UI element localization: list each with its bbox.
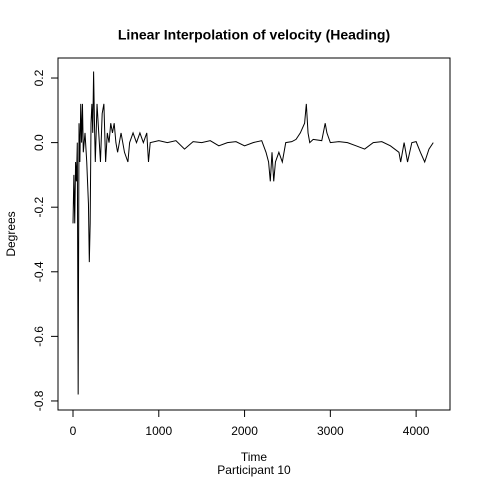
y-tick-label: -0.4 bbox=[32, 261, 46, 282]
x-tick-label: 3000 bbox=[317, 424, 344, 438]
y-tick-label: -0.8 bbox=[32, 390, 46, 411]
x-tick-label: 1000 bbox=[145, 424, 172, 438]
plot-frame bbox=[57, 57, 451, 411]
y-tick-label: -0.6 bbox=[32, 326, 46, 347]
x-tick-label: 0 bbox=[70, 424, 77, 438]
y-axis-label: Degrees bbox=[4, 211, 18, 256]
chart-title: Linear Interpolation of velocity (Headin… bbox=[118, 27, 390, 43]
subtitle: Participant 10 bbox=[217, 463, 291, 477]
x-tick-label: 2000 bbox=[231, 424, 258, 438]
y-tick-label: 0.2 bbox=[32, 69, 46, 86]
y-tick-label: -0.2 bbox=[32, 197, 46, 218]
x-tick-label: 4000 bbox=[403, 424, 430, 438]
y-tick-label: 0.0 bbox=[32, 134, 46, 151]
data-line bbox=[72, 71, 434, 395]
x-axis-label: Time bbox=[241, 450, 268, 464]
